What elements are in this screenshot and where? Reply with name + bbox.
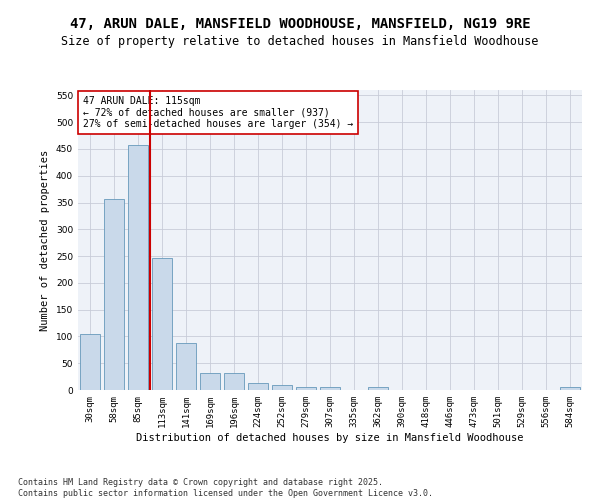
Text: Size of property relative to detached houses in Mansfield Woodhouse: Size of property relative to detached ho… — [61, 35, 539, 48]
Bar — [80, 334, 100, 390]
Bar — [560, 388, 580, 390]
Y-axis label: Number of detached properties: Number of detached properties — [40, 150, 50, 330]
Bar — [320, 388, 340, 390]
X-axis label: Distribution of detached houses by size in Mansfield Woodhouse: Distribution of detached houses by size … — [136, 432, 524, 442]
Bar — [248, 383, 268, 390]
Bar — [296, 388, 316, 390]
Bar — [368, 388, 388, 390]
Bar — [152, 258, 172, 390]
Bar — [104, 198, 124, 390]
Bar — [272, 385, 292, 390]
Bar — [200, 374, 220, 390]
Text: 47, ARUN DALE, MANSFIELD WOODHOUSE, MANSFIELD, NG19 9RE: 47, ARUN DALE, MANSFIELD WOODHOUSE, MANS… — [70, 18, 530, 32]
Bar — [224, 374, 244, 390]
Text: Contains HM Land Registry data © Crown copyright and database right 2025.
Contai: Contains HM Land Registry data © Crown c… — [18, 478, 433, 498]
Bar — [128, 145, 148, 390]
Bar — [176, 343, 196, 390]
Text: 47 ARUN DALE: 115sqm
← 72% of detached houses are smaller (937)
27% of semi-deta: 47 ARUN DALE: 115sqm ← 72% of detached h… — [83, 96, 353, 129]
